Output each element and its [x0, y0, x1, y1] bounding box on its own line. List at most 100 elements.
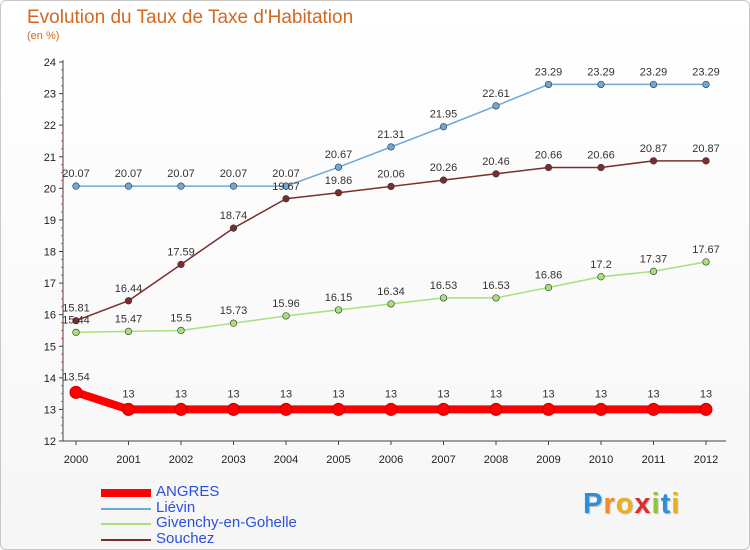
- data-label-givenchy-en-gohelle: 15.44: [62, 314, 90, 326]
- legend-swatch-angres: [101, 489, 151, 497]
- data-label-givenchy-en-gohelle: 16.15: [325, 292, 353, 304]
- data-label-givenchy-en-gohelle: 15.5: [170, 312, 191, 324]
- data-point-lievin: [597, 80, 605, 89]
- data-point-souchez: [282, 195, 290, 203]
- y-tick-label: 18: [44, 247, 56, 259]
- data-label-souchez: 20.66: [535, 149, 563, 161]
- data-label-souchez: 20.66: [587, 149, 615, 161]
- data-label-lievin: 21.95: [430, 109, 458, 121]
- data-point-lievin: [439, 123, 448, 131]
- data-label-lievin: 20.07: [62, 168, 90, 180]
- data-label-angres: 13: [175, 388, 187, 400]
- data-label-lievin: 20.07: [220, 168, 248, 180]
- data-point-lievin: [72, 182, 80, 190]
- proxiti-logo-letter: i: [651, 488, 661, 520]
- y-tick-label: 17: [44, 278, 56, 290]
- data-label-lievin: 20.07: [167, 168, 195, 180]
- y-tick-label: 14: [44, 373, 56, 385]
- y-tick-label: 13: [44, 404, 56, 416]
- data-label-givenchy-en-gohelle: 17.2: [590, 259, 611, 271]
- data-label-angres: 13: [437, 388, 449, 400]
- data-point-souchez: [597, 163, 605, 172]
- x-tick-label: 2010: [589, 454, 613, 466]
- data-point-angres: [437, 402, 450, 416]
- legend-label-angres: ANGRES: [156, 483, 220, 500]
- data-label-souchez: 19.86: [325, 175, 353, 187]
- data-point-lievin: [387, 143, 395, 151]
- y-tick-label: 22: [44, 120, 56, 132]
- x-tick-label: 2006: [379, 454, 403, 466]
- legend-label-givenchy: Givenchy-en-Gohelle: [156, 514, 297, 531]
- data-point-givenchy-en-gohelle: [439, 294, 448, 302]
- data-point-souchez: [124, 297, 133, 305]
- data-label-givenchy-en-gohelle: 16.34: [377, 286, 405, 298]
- data-label-givenchy-en-gohelle: 15.47: [115, 313, 143, 325]
- data-point-givenchy-en-gohelle: [282, 312, 290, 320]
- data-point-lievin: [229, 182, 238, 190]
- data-point-givenchy-en-gohelle: [229, 319, 238, 327]
- legend-swatch-givenchy: [101, 523, 151, 525]
- data-label-givenchy-en-gohelle: 16.86: [535, 270, 563, 282]
- proxiti-logo[interactable]: Proxiti: [583, 488, 680, 521]
- data-point-lievin: [649, 80, 658, 89]
- data-point-souchez: [334, 189, 343, 197]
- data-label-lievin: 23.29: [535, 66, 563, 78]
- data-label-lievin: 20.07: [115, 168, 143, 180]
- data-point-lievin: [177, 182, 185, 190]
- data-point-angres: [647, 402, 660, 416]
- data-point-angres: [122, 402, 135, 416]
- data-point-lievin: [492, 102, 500, 110]
- data-point-givenchy-en-gohelle: [649, 267, 658, 275]
- legend-swatch-lievin: [101, 507, 151, 510]
- data-label-angres: 13: [385, 388, 397, 400]
- data-point-givenchy-en-gohelle: [597, 273, 605, 281]
- data-label-souchez: 20.87: [640, 143, 668, 155]
- data-label-givenchy-en-gohelle: 17.67: [692, 244, 720, 256]
- data-label-souchez: 16.44: [115, 283, 143, 295]
- x-tick-label: 2011: [642, 454, 666, 466]
- data-point-souchez: [387, 182, 395, 191]
- data-point-angres: [542, 402, 555, 416]
- data-label-souchez: 17.59: [167, 246, 195, 258]
- data-label-lievin: 23.29: [587, 66, 615, 78]
- data-label-givenchy-en-gohelle: 16.53: [430, 280, 458, 292]
- data-point-angres: [332, 402, 345, 416]
- y-tick-label: 23: [44, 89, 56, 101]
- y-tick-label: 20: [44, 183, 56, 195]
- x-tick-label: 2007: [431, 454, 455, 466]
- data-point-lievin: [702, 80, 710, 89]
- chart-subtitle: (en %): [27, 30, 60, 42]
- data-point-givenchy-en-gohelle: [387, 300, 395, 308]
- data-point-angres: [69, 385, 83, 399]
- data-label-givenchy-en-gohelle: 16.53: [482, 280, 510, 292]
- data-point-givenchy-en-gohelle: [702, 258, 710, 266]
- data-point-angres: [174, 402, 188, 416]
- y-tick-label: 15: [44, 341, 56, 353]
- x-tick-label: 2012: [694, 454, 718, 466]
- data-point-souchez: [544, 163, 553, 172]
- data-point-angres: [279, 402, 293, 416]
- data-point-lievin: [544, 80, 553, 89]
- legend-swatch-souchez: [101, 538, 151, 541]
- proxiti-logo-letter: r: [603, 488, 616, 520]
- data-label-angres: 13: [542, 388, 554, 400]
- data-label-angres: 13: [647, 388, 659, 400]
- data-point-souchez: [229, 224, 238, 232]
- data-point-souchez: [492, 170, 500, 178]
- data-point-lievin: [282, 182, 290, 190]
- data-point-angres: [384, 402, 398, 416]
- data-label-souchez: 20.06: [377, 168, 405, 180]
- data-label-souchez: 20.26: [430, 162, 458, 174]
- y-tick-label: 19: [44, 215, 56, 227]
- data-point-angres: [699, 402, 713, 416]
- data-label-angres: 13: [122, 388, 134, 400]
- x-tick-label: 2005: [326, 454, 350, 466]
- data-label-souchez: 19.67: [272, 181, 300, 193]
- data-label-lievin: 23.29: [692, 66, 720, 78]
- data-point-souchez: [72, 317, 80, 325]
- data-label-givenchy-en-gohelle: 15.96: [272, 298, 300, 310]
- data-label-souchez: 20.87: [692, 143, 720, 155]
- data-label-souchez: 20.46: [482, 156, 510, 168]
